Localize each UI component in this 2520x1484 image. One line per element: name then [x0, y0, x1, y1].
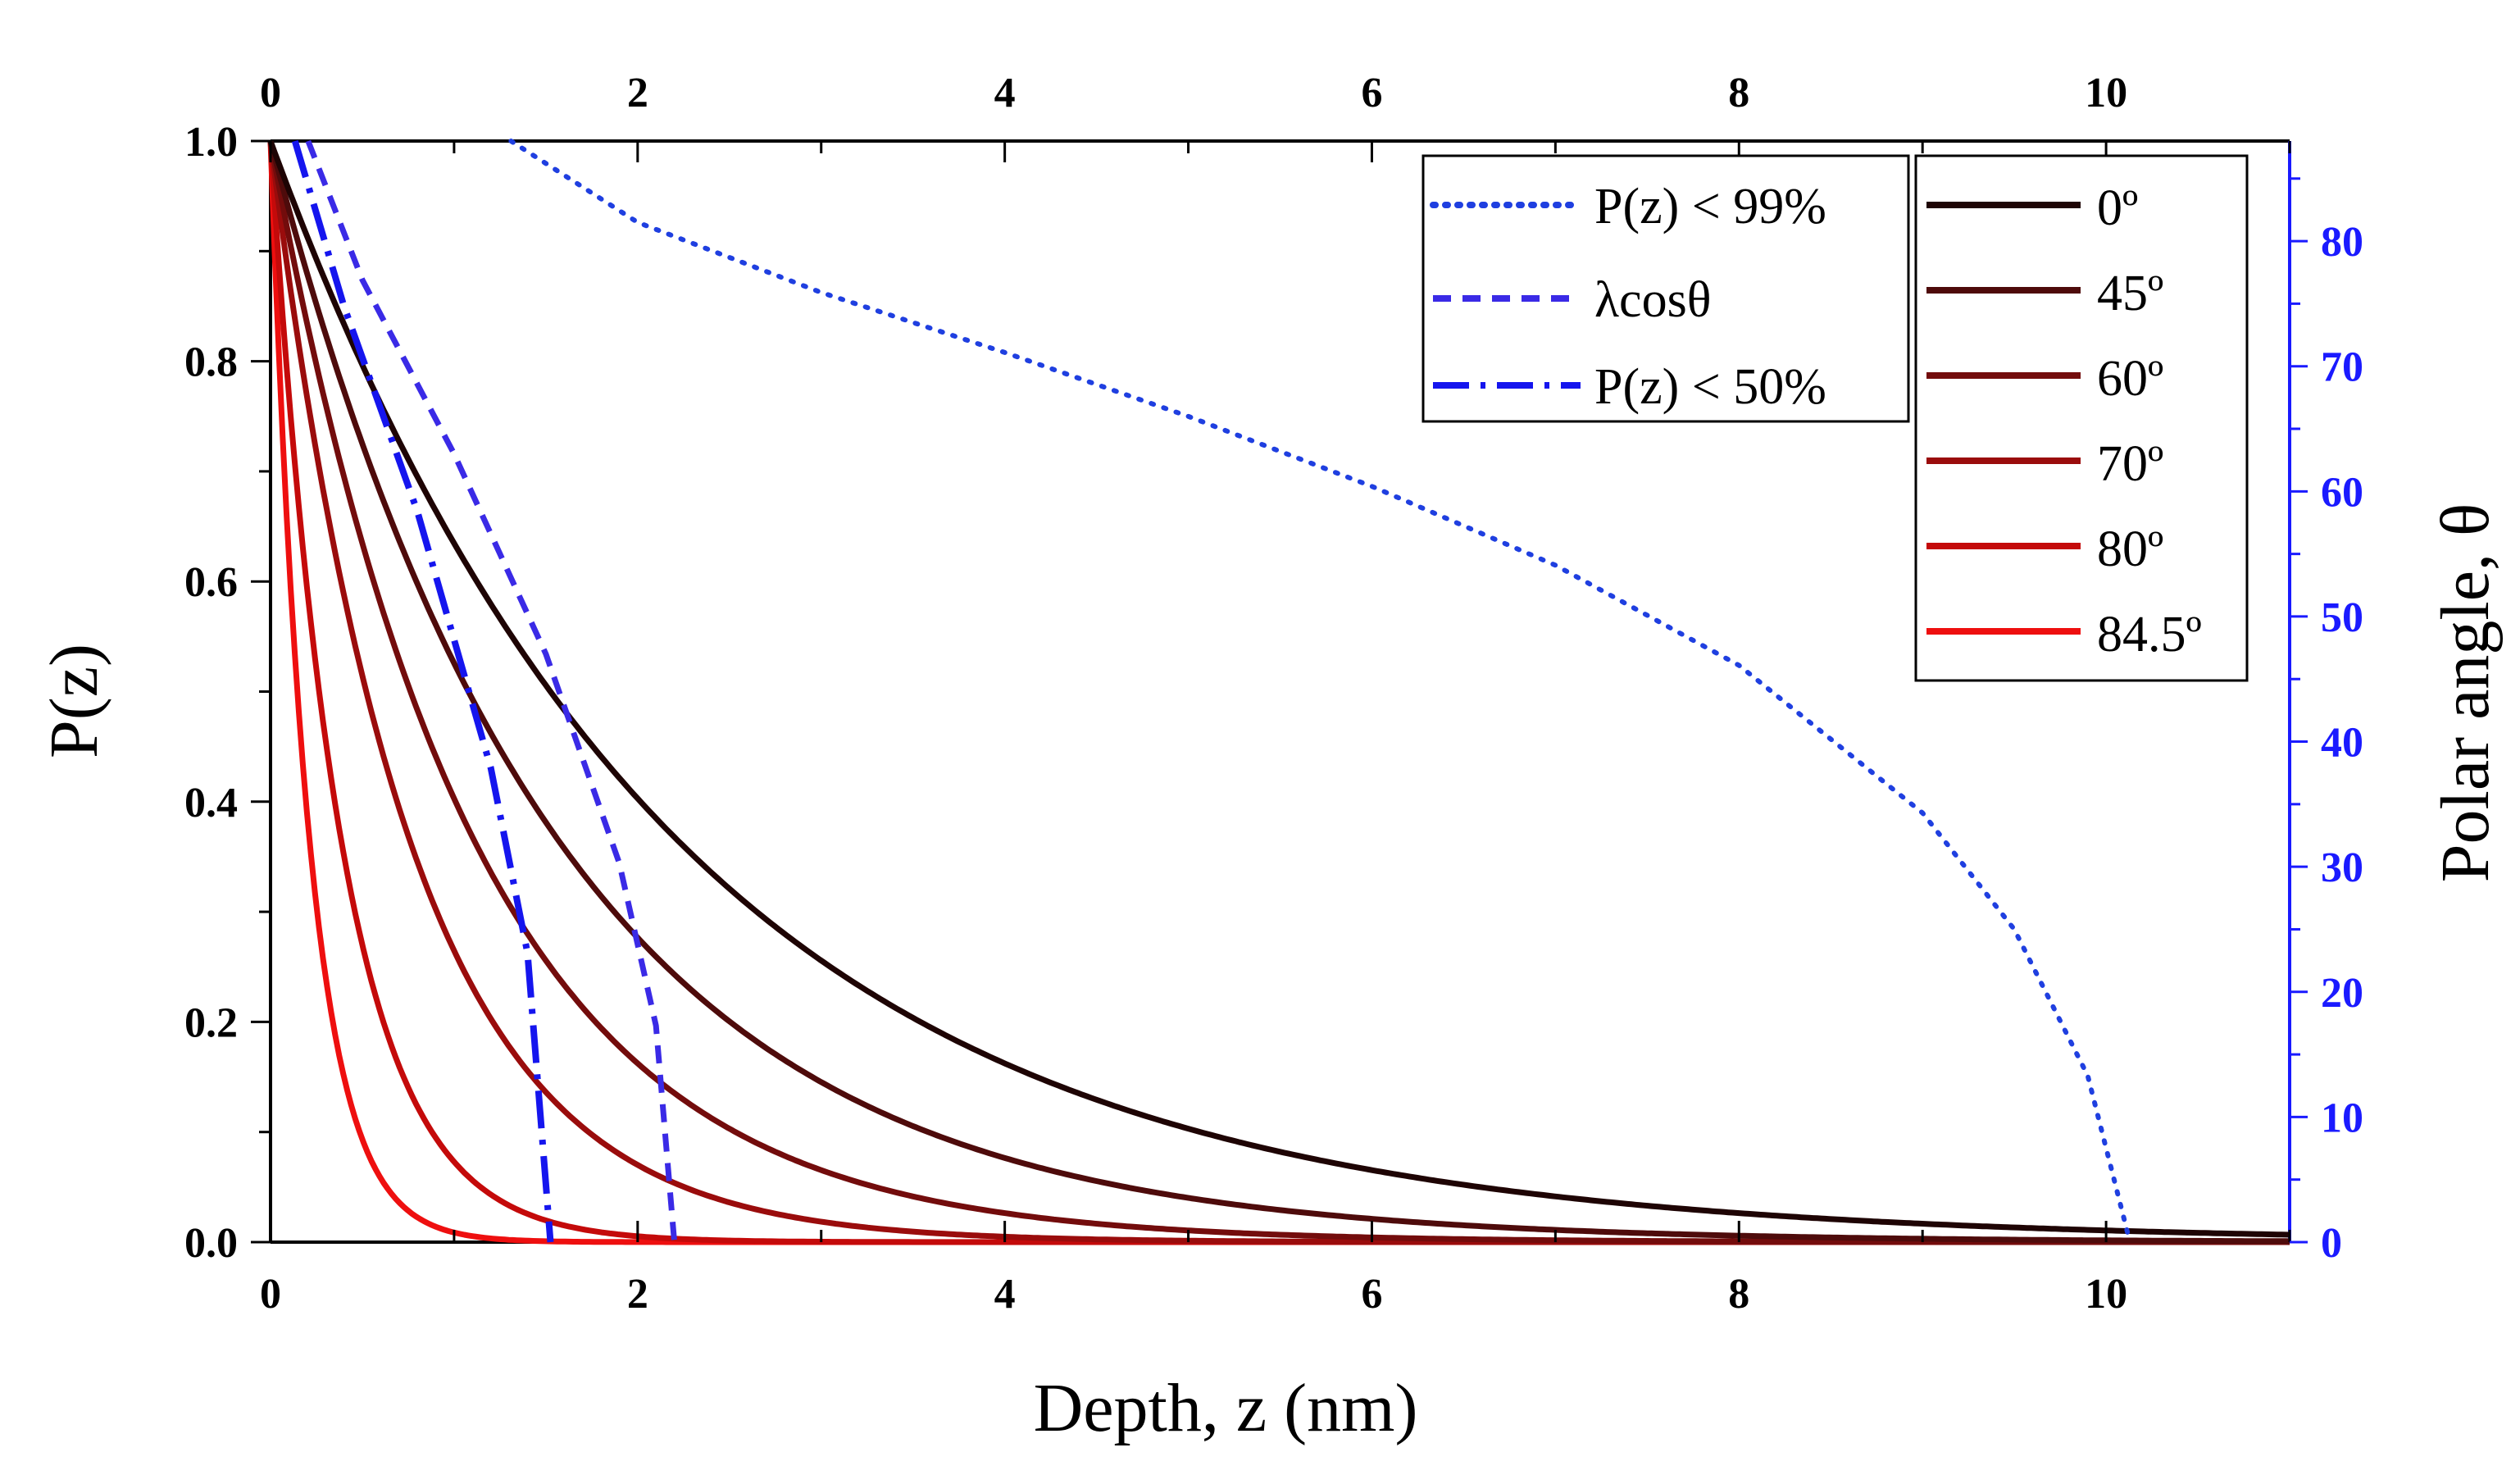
- x-tick-label-top: 0: [260, 70, 281, 116]
- legend-label-60deg: 60º: [2097, 351, 2163, 407]
- legend-label-80deg: 80º: [2097, 521, 2163, 577]
- legend-label-45deg: 45º: [2097, 266, 2163, 321]
- x-axis-title: Depth, z (nm): [1034, 1370, 1418, 1446]
- y2-tick-label: 40: [2321, 720, 2363, 767]
- curve-dashed: [305, 139, 678, 1243]
- legend-label-84.5deg: 84.5º: [2097, 607, 2202, 662]
- y2-tick-label: 30: [2321, 844, 2363, 891]
- y-tick-label: 0.2: [184, 999, 238, 1046]
- x-tick-label-top: 4: [994, 70, 1016, 116]
- x-tick-label-top: 6: [1361, 70, 1382, 116]
- y2-axis-title: Polar angle, θ: [2427, 503, 2504, 882]
- tick-layer: 0 0 2 2 4 4 6 6 8 8 10 10 0.0 0.2 0.4 0.6 0.8 1.0 0 10 20 30 4…: [184, 70, 2363, 1318]
- x-tick-label-bottom: 2: [627, 1271, 648, 1318]
- y-axis-title: P(z): [36, 644, 112, 758]
- series-layer: [267, 139, 2290, 1245]
- x-tick-label-top: 8: [1728, 70, 1749, 116]
- legend-angles: 0º 45º 60º 70º 80º 84.5º: [1914, 154, 2249, 682]
- x-tick-label-bottom: 10: [2085, 1271, 2127, 1318]
- x-tick-label-bottom: 8: [1728, 1271, 1749, 1318]
- legend-label-0deg: 0º: [2097, 180, 2138, 236]
- x-tick-label-bottom: 6: [1361, 1271, 1382, 1318]
- y2-tick-label: 80: [2321, 219, 2363, 266]
- legend-label-dashdot: P(z) < 50%: [1594, 359, 1826, 415]
- legend-box-right: [1914, 154, 2249, 682]
- legend-box-left: [1421, 154, 1910, 423]
- y2-tick-label: 0: [2321, 1220, 2342, 1267]
- legend-label-70deg: 70º: [2097, 436, 2163, 492]
- y-tick-label: 0.8: [184, 339, 238, 386]
- y-tick-label: 0.4: [184, 780, 238, 826]
- series-line-0deg: [267, 139, 2290, 1238]
- series-line-45deg: [267, 140, 2290, 1245]
- y-tick-label: 1.0: [184, 119, 238, 166]
- x-tick-label-bottom: 0: [260, 1271, 281, 1318]
- y2-tick-label: 70: [2321, 344, 2363, 391]
- x-tick-label-bottom: 4: [994, 1271, 1016, 1318]
- legend-label-dotted: P(z) < 99%: [1594, 179, 1826, 234]
- legend-label-dashed: λcosθ: [1594, 272, 1711, 328]
- legend-angle-curves: P(z) < 99% λcosθ P(z) < 50%: [1421, 154, 1910, 423]
- curve-dotted: [508, 139, 2133, 1245]
- y2-tick-label: 20: [2321, 970, 2363, 1017]
- curve-dashdot: [291, 139, 554, 1243]
- y2-tick-label: 10: [2321, 1095, 2363, 1141]
- x-tick-label-top: 2: [627, 70, 648, 116]
- y-tick-label: 0.6: [184, 559, 238, 606]
- y2-tick-label: 50: [2321, 594, 2363, 641]
- y2-tick-label: 60: [2321, 469, 2363, 516]
- x-tick-label-top: 10: [2085, 70, 2127, 116]
- y-tick-label: 0.0: [184, 1220, 238, 1267]
